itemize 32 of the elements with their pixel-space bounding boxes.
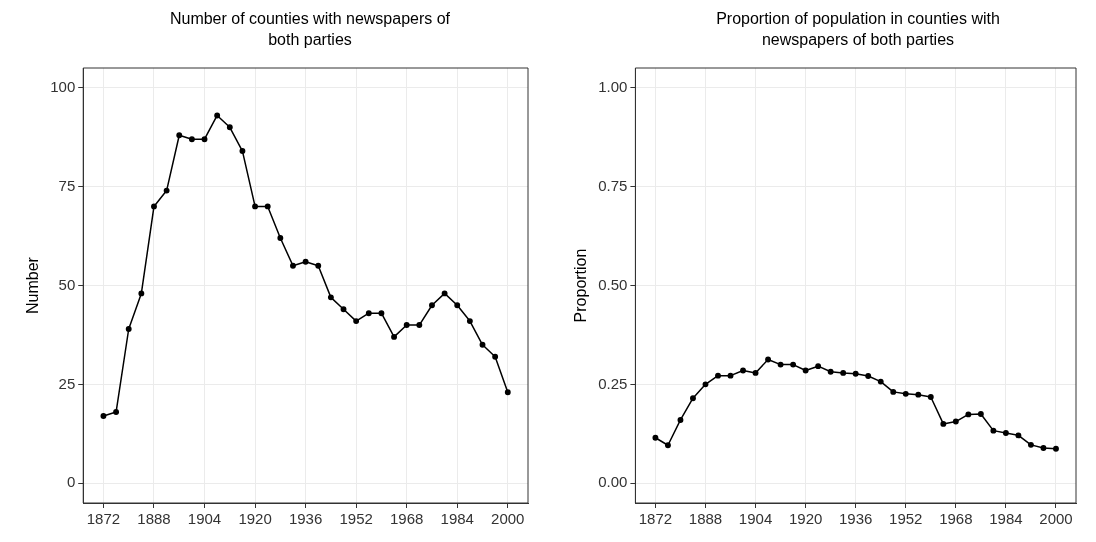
- chart-title: Proportion of population in counties with newspapers of both parties: [715, 9, 1001, 50]
- x-tick-label: 1904: [187, 510, 222, 528]
- x-tick-label: 1952: [889, 510, 923, 528]
- y-axis-title: Number: [24, 256, 42, 314]
- x-tick-label: 1920: [788, 510, 823, 528]
- x-tick-label: 1920: [238, 510, 272, 528]
- y-tick-label: 25: [58, 374, 76, 392]
- x-tick-label: 2000: [491, 510, 525, 528]
- x-tick-label: 1872: [86, 510, 121, 528]
- x-tick-label: 1968: [939, 510, 973, 528]
- x-tick-label: 2000: [1039, 510, 1073, 528]
- x-tick-label: 1936: [288, 510, 323, 528]
- y-tick-label: 0.00: [598, 473, 628, 491]
- y-tick-label: 0: [66, 473, 76, 491]
- x-tick-label: 1984: [989, 510, 1023, 528]
- y-axis-title: Proportion: [572, 248, 590, 323]
- y-tick-label: 0.75: [598, 176, 628, 194]
- x-tick-label: 1888: [688, 510, 723, 528]
- x-tick-label: 1904: [738, 510, 773, 528]
- x-tick-label: 1888: [137, 510, 171, 528]
- x-tick-label: 1952: [339, 510, 373, 528]
- y-tick-label: 50: [58, 275, 76, 293]
- y-tick-label: 100: [50, 77, 76, 95]
- x-tick-label: 1936: [839, 510, 873, 528]
- y-tick-label: 75: [58, 176, 76, 194]
- x-tick-label: 1968: [390, 510, 424, 528]
- y-tick-label: 0.50: [598, 275, 628, 293]
- y-tick-label: 1.00: [598, 77, 628, 95]
- chart-title: Number of counties with newspapers of both parties: [168, 9, 452, 50]
- x-tick-label: 1872: [638, 510, 673, 528]
- x-tick-label: 1984: [440, 510, 474, 528]
- y-tick-label: 0.25: [598, 374, 628, 392]
